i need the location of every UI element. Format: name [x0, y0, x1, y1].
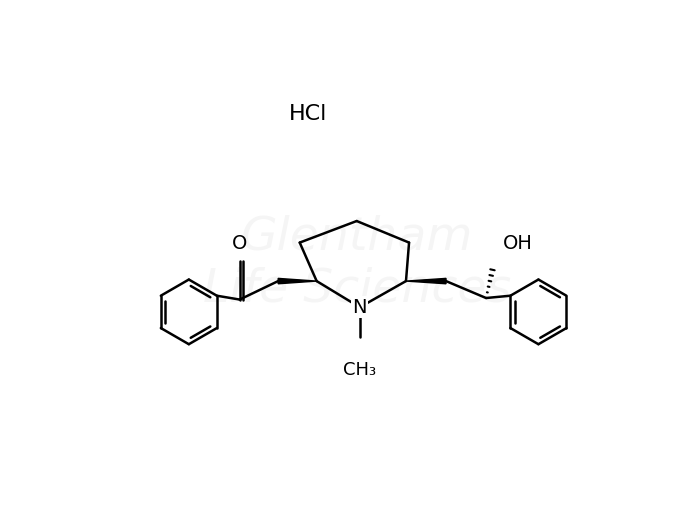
- Text: HCl: HCl: [289, 104, 327, 124]
- Text: CH₃: CH₃: [343, 361, 377, 379]
- Text: O: O: [232, 235, 247, 253]
- Text: OH: OH: [503, 235, 533, 253]
- Text: N: N: [353, 298, 367, 317]
- Text: Glentham
Life Sciences: Glentham Life Sciences: [203, 214, 511, 311]
- Polygon shape: [406, 278, 446, 284]
- Polygon shape: [278, 278, 317, 284]
